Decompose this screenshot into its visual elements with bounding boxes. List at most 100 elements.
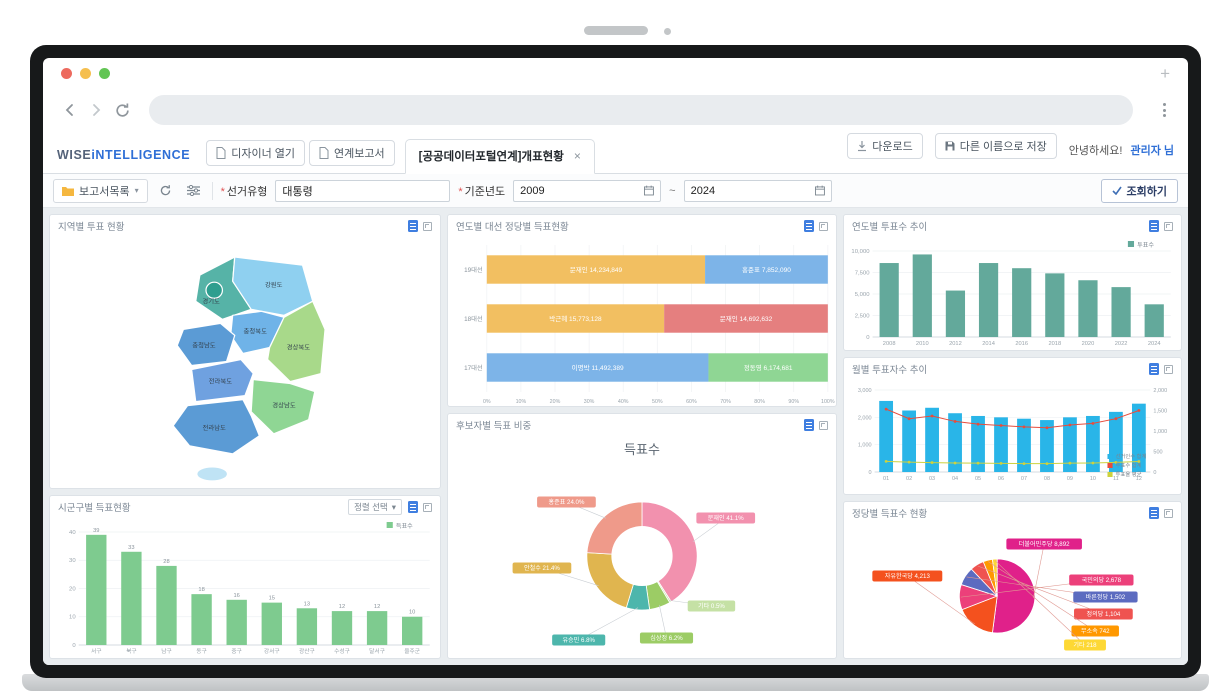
panel-region-map: 지역별 투표 현황 경기도 강원도 충청북도 충청남도 경상북도 전라북도 경상남도 전라남도 bbox=[49, 214, 441, 489]
device-frame: + WISEiNTELLIGENCE 디자이너 열기 bbox=[30, 45, 1201, 678]
export-icon[interactable] bbox=[1149, 220, 1159, 232]
svg-text:광산구: 광산구 bbox=[299, 647, 315, 655]
expand-icon[interactable] bbox=[423, 502, 432, 512]
download-button[interactable]: 다운로드 bbox=[847, 133, 923, 159]
svg-text:경상남도: 경상남도 bbox=[272, 401, 296, 410]
svg-text:홍준표 24.0%: 홍준표 24.0% bbox=[549, 498, 586, 506]
expand-icon[interactable] bbox=[1164, 364, 1173, 374]
svg-text:동구: 동구 bbox=[196, 648, 207, 655]
close-button[interactable] bbox=[61, 67, 72, 79]
election-type-input[interactable] bbox=[275, 179, 451, 202]
panel-title: 월별 투표자수 추이 bbox=[852, 365, 928, 376]
forward-icon[interactable] bbox=[83, 97, 109, 123]
expand-icon[interactable] bbox=[819, 420, 828, 430]
year-to-input[interactable] bbox=[683, 179, 832, 202]
svg-text:0: 0 bbox=[1153, 470, 1156, 476]
svg-text:충청북도: 충청북도 bbox=[244, 326, 268, 335]
export-icon[interactable] bbox=[804, 419, 814, 431]
browser-menu-icon[interactable] bbox=[1155, 99, 1174, 121]
svg-text:경상북도: 경상북도 bbox=[287, 343, 311, 352]
pie-chart: 더불어민주당 8,892 자유한국당 4,213 국민의당 2,678 바른정당 1,… bbox=[872, 538, 1138, 651]
panel-party-stack: 연도별 대선 정당별 득표현황 0% 10% 20% 30% 40% 50% 60% 70% 8… bbox=[447, 214, 837, 407]
svg-text:문재인 14,692,632: 문재인 14,692,632 bbox=[720, 314, 773, 323]
app-header: WISEiNTELLIGENCE 디자이너 열기 연계보고서 [공공데이터포털연… bbox=[43, 132, 1188, 174]
svg-text:박근혜 15,773,128: 박근혜 15,773,128 bbox=[549, 314, 602, 323]
sort-select[interactable]: 정렬 선택 ▾ bbox=[348, 499, 402, 515]
active-report-tab[interactable]: [공공데이터포털연계]개표현황 × bbox=[404, 139, 595, 174]
export-icon[interactable] bbox=[408, 501, 418, 513]
svg-text:08: 08 bbox=[1044, 476, 1050, 482]
refresh-report-icon[interactable] bbox=[156, 181, 176, 201]
svg-text:0: 0 bbox=[869, 470, 872, 476]
election-type-value[interactable] bbox=[282, 184, 444, 197]
panel-district-votes: 시군구별 득표현황 정렬 선택 ▾ 0 10 20 30 40 39 서구 33 북구 28 남구 1… bbox=[49, 495, 441, 659]
dashboard: 지역별 투표 현황 경기도 강원도 충청북도 충청남도 경상북도 전라북도 경상남도 전라남도… bbox=[43, 208, 1188, 665]
greeting-text: 안녕하세요! bbox=[1068, 144, 1123, 157]
zoom-button[interactable] bbox=[99, 67, 110, 79]
svg-text:정의당 1,104: 정의당 1,104 bbox=[1086, 610, 1120, 618]
panel-title: 시군구별 득표현황 bbox=[58, 503, 131, 514]
panel-title: 지역별 투표 현황 bbox=[58, 222, 125, 233]
expand-icon[interactable] bbox=[423, 221, 432, 231]
panel-title: 후보자별 득표 비중 bbox=[456, 421, 532, 432]
filter-settings-icon[interactable] bbox=[184, 181, 204, 201]
svg-text:70%: 70% bbox=[720, 399, 731, 405]
svg-text:01: 01 bbox=[883, 476, 889, 482]
svg-text:0%: 0% bbox=[483, 399, 491, 405]
svg-text:2,500: 2,500 bbox=[855, 314, 871, 320]
svg-text:투표수: 투표수 bbox=[1137, 242, 1154, 249]
user-name[interactable]: 관리자 님 bbox=[1130, 144, 1174, 157]
svg-text:강서구: 강서구 bbox=[264, 647, 280, 655]
browser-window: + WISEiNTELLIGENCE 디자이너 열기 bbox=[43, 58, 1188, 665]
svg-text:문재인 14,234,849: 문재인 14,234,849 bbox=[570, 265, 623, 274]
svg-text:500: 500 bbox=[1153, 450, 1162, 456]
filter-year-label: * 기준년도 bbox=[458, 185, 506, 198]
svg-text:20: 20 bbox=[69, 587, 76, 593]
save-as-button[interactable]: 다른 이름으로 저장 bbox=[934, 133, 1057, 159]
calendar-icon[interactable] bbox=[814, 185, 825, 196]
year-from-value[interactable] bbox=[520, 184, 641, 197]
expand-icon[interactable] bbox=[1164, 508, 1173, 518]
expand-icon[interactable] bbox=[819, 221, 828, 231]
export-icon[interactable] bbox=[1149, 363, 1159, 375]
browser-toolbar bbox=[43, 88, 1188, 132]
svg-text:2022: 2022 bbox=[1115, 341, 1128, 347]
export-icon[interactable] bbox=[1149, 507, 1159, 519]
address-bar[interactable] bbox=[149, 95, 1133, 125]
back-icon[interactable] bbox=[57, 97, 83, 123]
svg-text:자유한국당 4,213: 자유한국당 4,213 bbox=[885, 572, 931, 580]
export-icon[interactable] bbox=[804, 220, 814, 232]
check-icon bbox=[1111, 186, 1122, 195]
svg-text:2,000: 2,000 bbox=[1153, 388, 1167, 394]
search-button[interactable]: 조회하기 bbox=[1100, 178, 1178, 203]
svg-text:2014: 2014 bbox=[982, 341, 995, 347]
open-designer-button[interactable]: 디자이너 열기 bbox=[206, 140, 306, 166]
export-icon[interactable] bbox=[408, 220, 418, 232]
panel-party-pie: 정당별 득표수 현황 더불어민주당 8,892 자유한국당 4,213 국민의당 2… bbox=[843, 501, 1182, 659]
svg-text:1,000: 1,000 bbox=[858, 443, 872, 449]
panel-turnout-trend: 연도별 투표수 추이 0 2,500 5,000 7,500 10,000 2008 201… bbox=[843, 214, 1182, 351]
active-tab-label: [공공데이터포털연계]개표현황 bbox=[418, 151, 564, 163]
svg-text:기타 0.5%: 기타 0.5% bbox=[698, 602, 725, 610]
panel-vote-share: 후보자별 득표 비중 득표수 문재인 41.1% 기타 0.5% 심상정 6.2% 유… bbox=[447, 413, 837, 659]
year-to-value[interactable] bbox=[690, 184, 811, 197]
report-list-button[interactable]: 보고서목록 ▾ bbox=[53, 178, 148, 203]
svg-text:기타 218: 기타 218 bbox=[1073, 641, 1097, 649]
donut-chart: 문재인 41.1% 기타 0.5% 심상정 6.2% 유승민 6.8% 안철수 21.4… bbox=[512, 496, 756, 646]
svg-text:80%: 80% bbox=[754, 399, 765, 405]
expand-icon[interactable] bbox=[1164, 221, 1173, 231]
svg-text:10,000: 10,000 bbox=[851, 249, 870, 255]
device-base bbox=[22, 674, 1209, 691]
new-tab-icon[interactable]: + bbox=[1160, 63, 1170, 83]
reload-icon[interactable] bbox=[109, 97, 135, 123]
filter-toolbar: 보고서목록 ▾ *선거유형 *기준년도 ~ bbox=[43, 174, 1188, 208]
year-from-input[interactable] bbox=[513, 179, 662, 202]
svg-text:북구: 북구 bbox=[126, 648, 137, 655]
svg-text:03: 03 bbox=[929, 476, 935, 482]
tab-close-icon[interactable]: × bbox=[573, 149, 581, 163]
svg-text:홍준표 7,852,090: 홍준표 7,852,090 bbox=[742, 265, 791, 274]
svg-text:28: 28 bbox=[163, 559, 169, 565]
calendar-icon[interactable] bbox=[644, 185, 655, 196]
minimize-button[interactable] bbox=[80, 67, 91, 79]
linked-report-button[interactable]: 연계보고서 bbox=[309, 140, 395, 166]
